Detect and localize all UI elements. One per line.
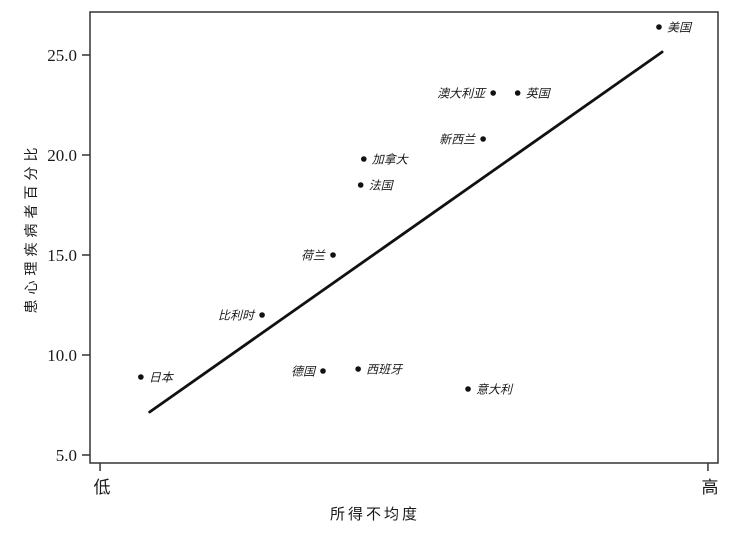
y-tick-label: 25.0 <box>47 46 77 65</box>
data-point-italy <box>465 386 471 392</box>
x-axis-title: 所得不均度 <box>330 506 420 523</box>
y-tick-label: 10.0 <box>47 346 77 365</box>
data-point-label-italy: 意大利 <box>476 383 514 397</box>
data-point-canada <box>361 156 367 162</box>
data-point-label-belgium: 比利时 <box>218 309 256 323</box>
data-point-new-zealand <box>480 136 486 142</box>
x-tick-label: 低 <box>94 478 111 497</box>
data-point-label-new-zealand: 新西兰 <box>439 133 476 147</box>
data-point-label-france: 法国 <box>369 179 395 193</box>
data-point-france <box>357 182 364 188</box>
data-point-label-germany: 德国 <box>291 365 317 379</box>
x-tick-label: 高 <box>701 478 718 497</box>
data-point-label-netherlands: 荷兰 <box>301 249 326 263</box>
data-point-label-spain: 西班牙 <box>366 363 404 377</box>
trend-line <box>148 50 664 414</box>
data-point-label-uk: 英国 <box>526 87 552 101</box>
data-point-label-japan: 日本 <box>149 371 175 385</box>
data-point-australia <box>490 90 496 96</box>
y-axis-title: 患心理疾病者百分比 <box>24 143 40 314</box>
plot-frame <box>89 11 719 464</box>
data-point-spain <box>355 366 361 372</box>
data-point-label-usa: 美国 <box>667 21 693 35</box>
y-tick-label: 15.0 <box>47 246 77 265</box>
data-point-netherlands <box>330 252 336 258</box>
data-point-japan <box>138 374 144 380</box>
y-tick-label: 5.0 <box>56 446 77 465</box>
data-point-uk <box>514 90 521 96</box>
data-point-belgium <box>259 312 265 318</box>
y-tick-label: 20.0 <box>47 146 77 165</box>
data-point-label-canada: 加拿大 <box>372 153 409 167</box>
data-point-label-australia: 澳大利亚 <box>437 87 487 101</box>
data-point-germany <box>320 368 326 374</box>
data-point-usa <box>656 24 662 30</box>
